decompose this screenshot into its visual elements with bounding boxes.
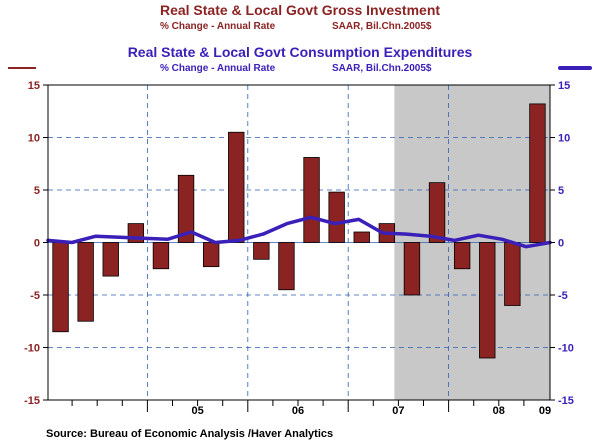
series2-rate: % Change - Annual Rate bbox=[160, 63, 276, 74]
bar bbox=[102, 242, 119, 277]
series-line bbox=[46, 215, 552, 249]
right-tick-label: 10 bbox=[558, 133, 570, 145]
right-tick-label: -5 bbox=[558, 290, 568, 302]
bar bbox=[504, 242, 521, 306]
chart-title: Real State & Local Govt Gross Investment bbox=[160, 2, 440, 18]
chart-title-rate: % Change - Annual Rate bbox=[160, 21, 276, 32]
source-note: Source: Bureau of Economic Analysis /Hav… bbox=[46, 428, 333, 440]
left-tick-label: -10 bbox=[24, 343, 40, 355]
plot-area: 15 15 10 10 5 5 0 0 -5 -5 -10 -10 -15 -15 05 06 07 08 09 bbox=[24, 80, 574, 417]
bar bbox=[403, 242, 421, 296]
bar bbox=[529, 103, 546, 243]
left-tick-label: 5 bbox=[34, 185, 40, 197]
right-tick-label: 0 bbox=[558, 238, 564, 250]
bar bbox=[253, 242, 270, 260]
bar bbox=[278, 242, 295, 291]
bar bbox=[479, 242, 496, 359]
bar bbox=[77, 242, 94, 322]
bar bbox=[152, 242, 170, 270]
bar bbox=[303, 157, 320, 243]
bar bbox=[428, 182, 446, 243]
bar bbox=[328, 191, 345, 243]
right-tick-label: -15 bbox=[558, 395, 574, 407]
left-tick-label: -15 bbox=[24, 395, 40, 407]
x-tick-label: 09 bbox=[539, 405, 551, 417]
right-tick-label: 5 bbox=[558, 185, 564, 197]
series2-title: Real State & Local Govt Consumption Expe… bbox=[128, 44, 473, 60]
bar bbox=[177, 174, 195, 243]
x-tick-label: 05 bbox=[191, 405, 203, 417]
x-tick-label: 07 bbox=[392, 405, 404, 417]
right-tick-label: -10 bbox=[558, 343, 574, 355]
x-tick-label: 06 bbox=[292, 405, 304, 417]
left-tick-label: -5 bbox=[30, 290, 40, 302]
bar bbox=[228, 131, 245, 243]
chart-title-units: SAAR, Bil.Chn.2005$ bbox=[332, 21, 432, 32]
bar bbox=[453, 242, 471, 270]
left-tick-label: 10 bbox=[28, 133, 40, 145]
left-tick-label: 15 bbox=[28, 80, 40, 92]
x-tick-label: 08 bbox=[493, 405, 505, 417]
bar bbox=[353, 231, 370, 243]
bar bbox=[202, 242, 220, 268]
right-tick-label: 15 bbox=[558, 80, 570, 92]
bar bbox=[52, 242, 69, 333]
series2-units: SAAR, Bil.Chn.2005$ bbox=[332, 63, 432, 74]
left-tick-label: 0 bbox=[34, 238, 40, 250]
